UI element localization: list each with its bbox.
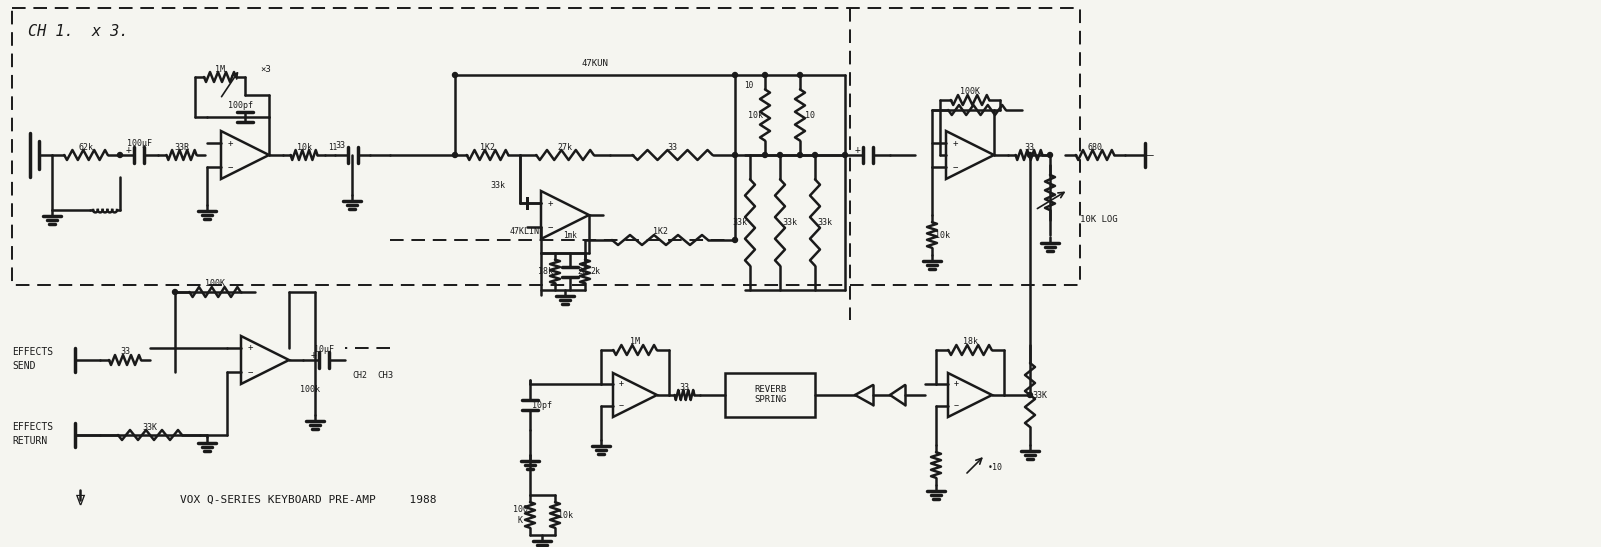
- Text: −: −: [954, 401, 959, 410]
- Text: 1K2: 1K2: [653, 228, 668, 236]
- Text: SPRING: SPRING: [754, 395, 786, 404]
- Text: 100
K: 100 K: [512, 505, 527, 525]
- Text: EFFECTS: EFFECTS: [11, 347, 53, 357]
- Circle shape: [812, 153, 818, 158]
- Text: 100k: 100k: [299, 386, 320, 394]
- Text: −: −: [618, 401, 623, 410]
- Bar: [725, 373, 815, 417]
- Text: +: +: [618, 380, 623, 388]
- Circle shape: [453, 73, 458, 78]
- Text: 100K: 100K: [205, 280, 226, 288]
- Text: 1M: 1M: [631, 337, 640, 346]
- Text: EFFECTS: EFFECTS: [11, 422, 53, 432]
- Text: 33k: 33k: [783, 218, 797, 227]
- Text: +: +: [855, 145, 860, 155]
- Text: 10k: 10k: [935, 230, 949, 240]
- Text: CH3: CH3: [376, 370, 394, 380]
- Text: CH2: CH2: [352, 370, 368, 380]
- Text: 18k: 18k: [538, 267, 552, 276]
- Text: +: +: [311, 350, 317, 360]
- Text: 1K2: 1K2: [480, 143, 495, 152]
- Text: REVERB: REVERB: [754, 386, 786, 394]
- Text: 2μ: 2μ: [576, 267, 588, 276]
- Text: ∇: ∇: [75, 492, 85, 508]
- Text: 33K: 33K: [1033, 391, 1047, 399]
- Circle shape: [797, 73, 802, 78]
- Text: −: −: [548, 223, 552, 231]
- Text: +: +: [247, 344, 253, 352]
- Text: +: +: [126, 145, 131, 155]
- Circle shape: [778, 153, 783, 158]
- Circle shape: [1047, 153, 1052, 158]
- Circle shape: [762, 153, 767, 158]
- Text: 10k: 10k: [296, 143, 312, 152]
- Text: −: −: [247, 368, 253, 376]
- Circle shape: [453, 153, 458, 158]
- Text: 100μF: 100μF: [126, 139, 152, 148]
- Text: +: +: [227, 138, 232, 148]
- Text: 100pf: 100pf: [227, 101, 253, 109]
- Text: 33: 33: [335, 141, 344, 149]
- Text: 10K LOG: 10K LOG: [1081, 216, 1117, 224]
- Text: 10k: 10k: [557, 510, 573, 520]
- Circle shape: [733, 153, 738, 158]
- Text: CH 1.  x 3.: CH 1. x 3.: [27, 25, 128, 39]
- Text: 33k: 33k: [818, 218, 833, 227]
- Text: −: −: [227, 162, 232, 172]
- Text: 10: 10: [744, 80, 752, 90]
- Text: RETURN: RETURN: [11, 436, 48, 446]
- Circle shape: [762, 73, 767, 78]
- Text: 47KUN: 47KUN: [581, 59, 608, 67]
- Text: 100K: 100K: [961, 88, 980, 96]
- Text: 33: 33: [120, 347, 130, 357]
- Text: 1mk: 1mk: [564, 230, 576, 240]
- Text: •10: •10: [988, 463, 1002, 472]
- Text: 1M: 1M: [215, 65, 226, 73]
- Circle shape: [117, 153, 123, 158]
- Text: 47KLIN: 47KLIN: [511, 228, 540, 236]
- Circle shape: [842, 153, 847, 158]
- Text: 10pf: 10pf: [532, 400, 552, 410]
- Text: 33K: 33K: [142, 422, 157, 432]
- Text: 10μF: 10μF: [314, 345, 335, 353]
- Text: +: +: [953, 138, 957, 148]
- Text: 10: 10: [805, 110, 815, 119]
- Text: 18k: 18k: [962, 337, 978, 346]
- Text: 62k: 62k: [78, 143, 93, 152]
- Circle shape: [797, 153, 802, 158]
- Text: 33: 33: [1025, 143, 1034, 152]
- Text: ×3: ×3: [259, 65, 271, 73]
- Text: −: −: [953, 162, 957, 172]
- Text: VOX Q-SERIES KEYBOARD PRE-AMP     1988: VOX Q-SERIES KEYBOARD PRE-AMP 1988: [179, 495, 437, 505]
- Text: 33k: 33k: [490, 181, 504, 189]
- Text: 11: 11: [328, 143, 338, 152]
- Circle shape: [733, 73, 738, 78]
- Text: +: +: [548, 199, 552, 207]
- Text: 33k: 33k: [733, 218, 748, 227]
- Text: 33: 33: [668, 143, 677, 152]
- Text: SEND: SEND: [11, 361, 35, 371]
- Circle shape: [1028, 393, 1033, 398]
- Text: 33: 33: [679, 382, 690, 392]
- Circle shape: [733, 237, 738, 242]
- Text: +: +: [954, 380, 959, 388]
- Text: 33R: 33R: [175, 143, 189, 152]
- Text: 2k: 2k: [591, 267, 600, 276]
- Circle shape: [1028, 153, 1033, 158]
- Text: 10k: 10k: [748, 110, 762, 119]
- Text: 27k: 27k: [557, 143, 573, 152]
- Text: 680: 680: [1087, 143, 1103, 152]
- Text: ―: ―: [1146, 150, 1154, 160]
- Circle shape: [173, 289, 178, 294]
